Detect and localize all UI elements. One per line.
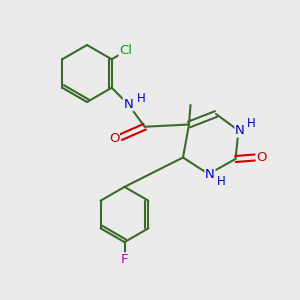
Text: H: H (217, 175, 226, 188)
Text: O: O (256, 151, 267, 164)
Text: H: H (247, 117, 256, 130)
Text: F: F (121, 253, 128, 266)
Text: O: O (109, 132, 119, 145)
Text: Cl: Cl (119, 44, 132, 57)
Text: H: H (136, 92, 145, 105)
Text: N: N (123, 98, 133, 111)
Text: N: N (235, 124, 245, 137)
Text: N: N (205, 167, 215, 181)
